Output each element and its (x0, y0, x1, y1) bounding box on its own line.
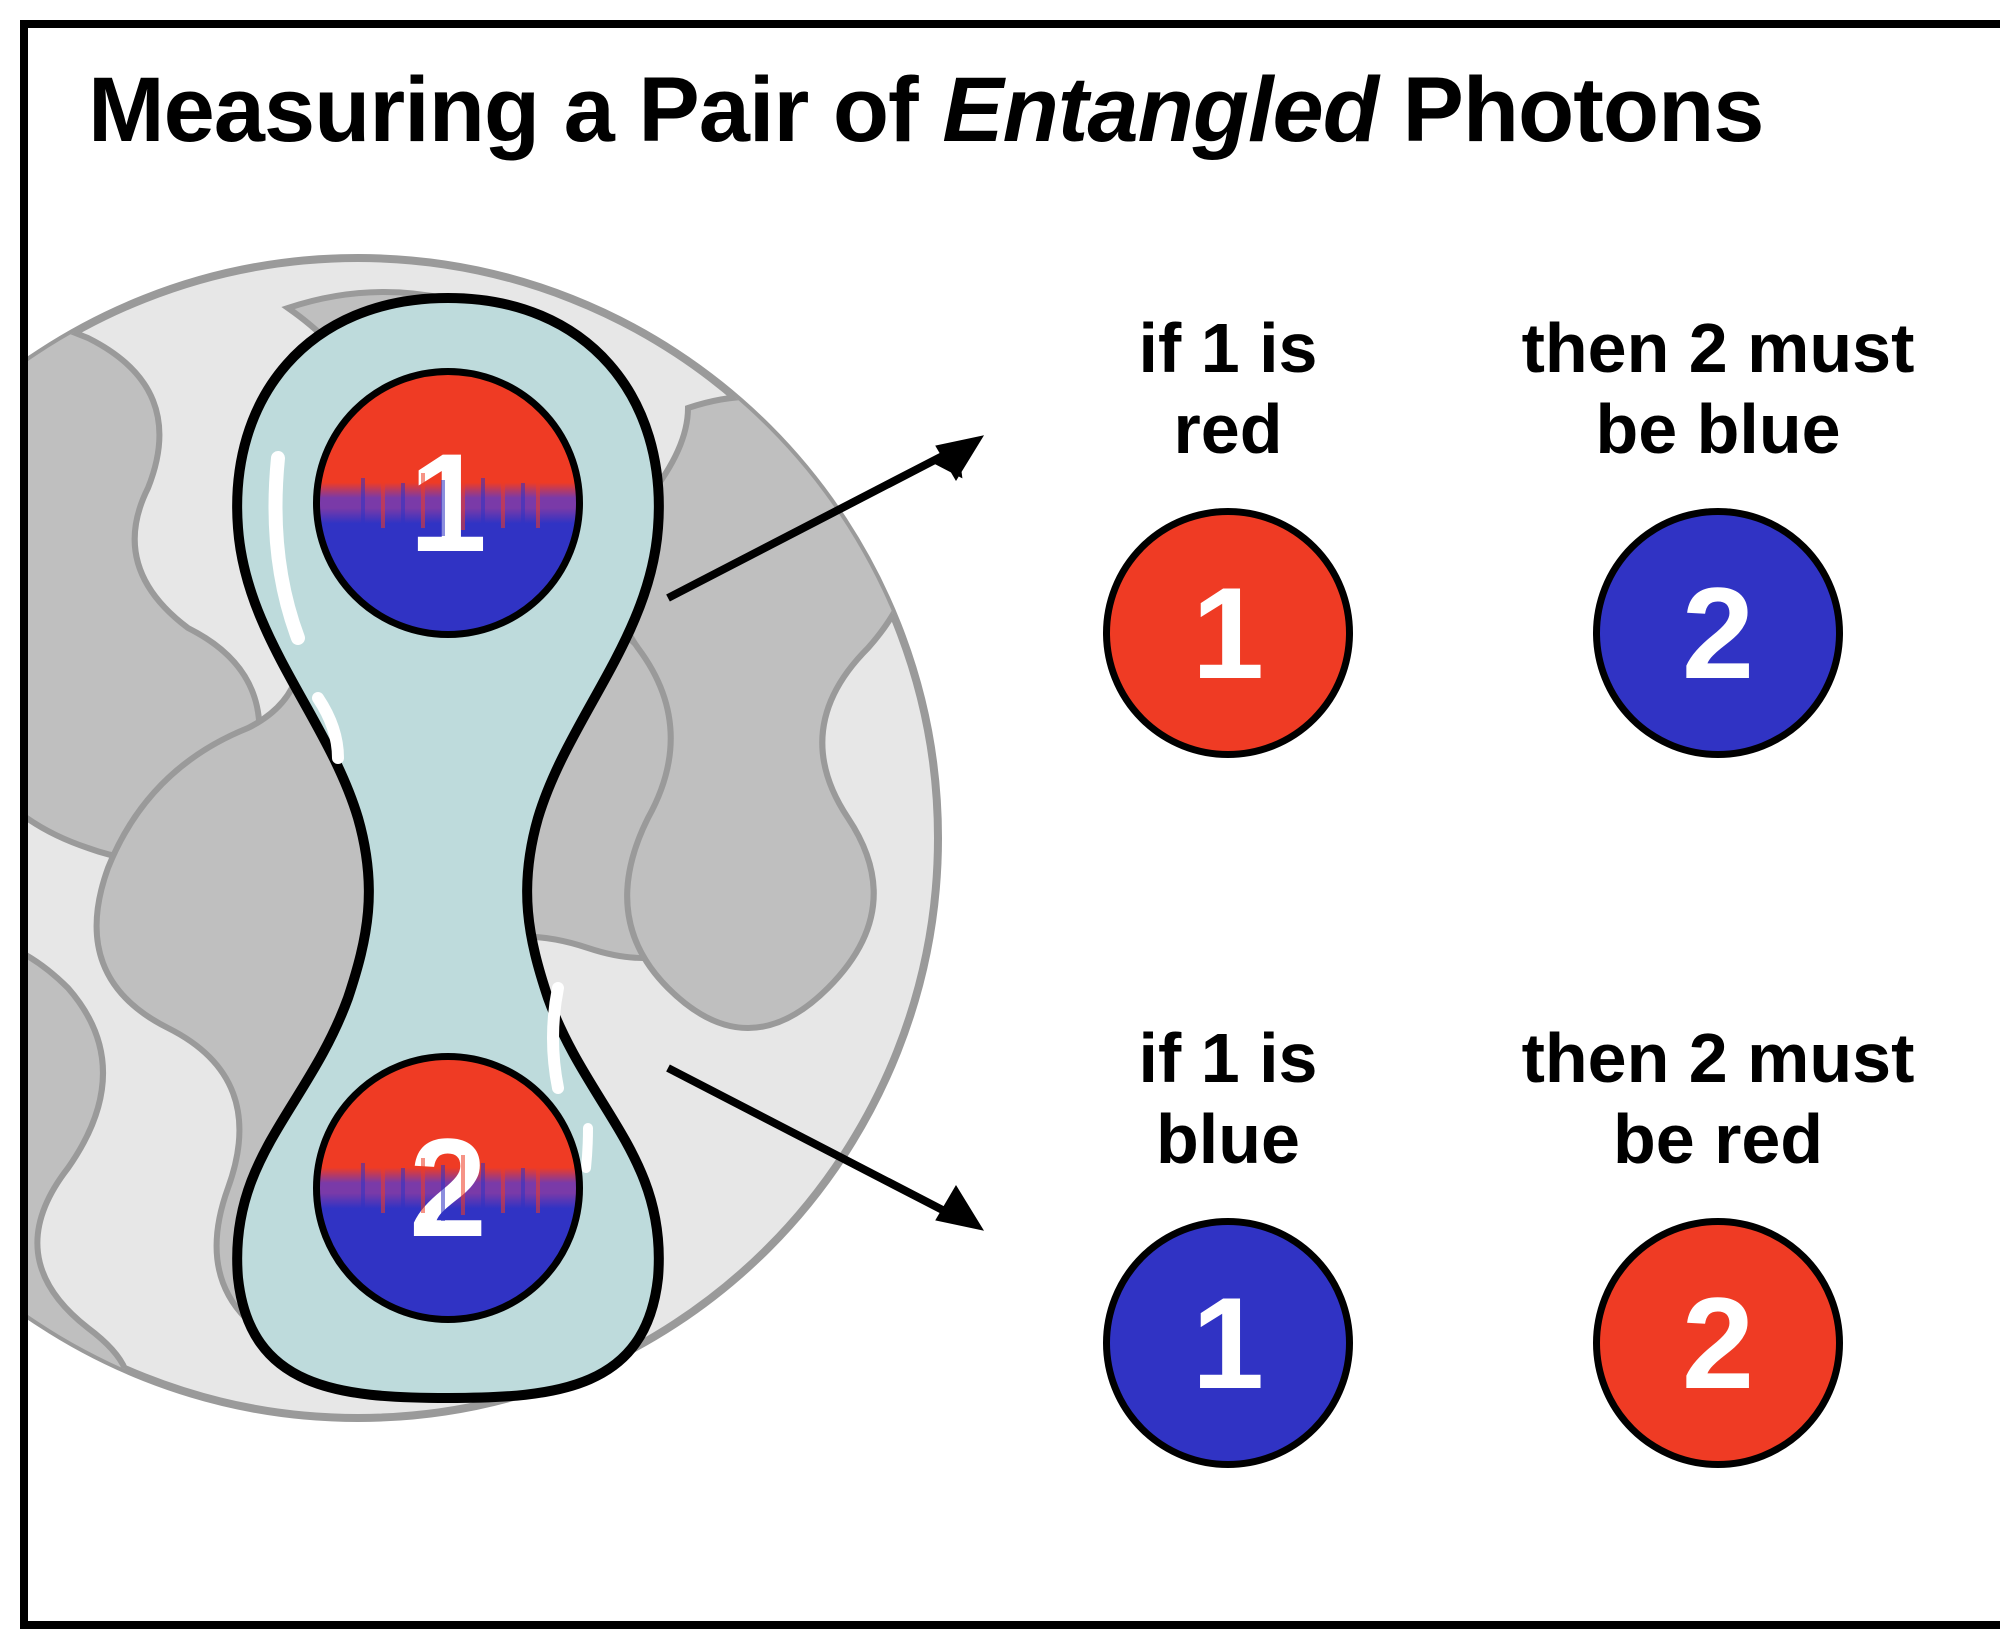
if-bottom-line1: if 1 is (1139, 1019, 1318, 1097)
entangled-photon-2: 2 (313, 1053, 583, 1323)
photon-1-label: 1 (409, 422, 487, 584)
arrow-top-icon (648, 408, 1008, 628)
photon-2-label: 2 (409, 1107, 487, 1269)
result-photon-bottom-then: 2 (1593, 1218, 1843, 1468)
result-photon-top-then: 2 (1593, 508, 1843, 758)
then-bottom-line2: be red (1613, 1100, 1823, 1178)
result-photon-bottom-if: 1 (1103, 1218, 1353, 1468)
result-top-then-label: 2 (1682, 558, 1754, 708)
caption-if-bottom: if 1 is blue (1008, 1018, 1448, 1179)
if-bottom-line2: blue (1156, 1100, 1300, 1178)
result-bottom-then-label: 2 (1682, 1268, 1754, 1418)
caption-if-top: if 1 is red (1008, 308, 1448, 469)
result-top-if-label: 1 (1192, 558, 1264, 708)
title-suffix: Photons (1378, 59, 1764, 161)
arrow-bottom-icon (648, 1038, 1008, 1258)
result-bottom-if-label: 1 (1192, 1268, 1264, 1418)
then-top-line1: then 2 must (1522, 309, 1915, 387)
title-italic: Entangled (942, 59, 1378, 161)
caption-then-top: then 2 must be blue (1498, 308, 1938, 469)
diagram-title: Measuring a Pair of Entangled Photons (88, 58, 1952, 163)
if-top-line1: if 1 is (1139, 309, 1318, 387)
result-photon-top-if: 1 (1103, 508, 1353, 758)
then-top-line2: be blue (1595, 390, 1840, 468)
diagram-frame: Measuring a Pair of Entangled Photons (20, 20, 2000, 1629)
if-top-line2: red (1174, 390, 1283, 468)
then-bottom-line1: then 2 must (1522, 1019, 1915, 1097)
title-prefix: Measuring a Pair of (88, 59, 942, 161)
caption-then-bottom: then 2 must be red (1498, 1018, 1938, 1179)
entangled-photon-1: 1 (313, 368, 583, 638)
